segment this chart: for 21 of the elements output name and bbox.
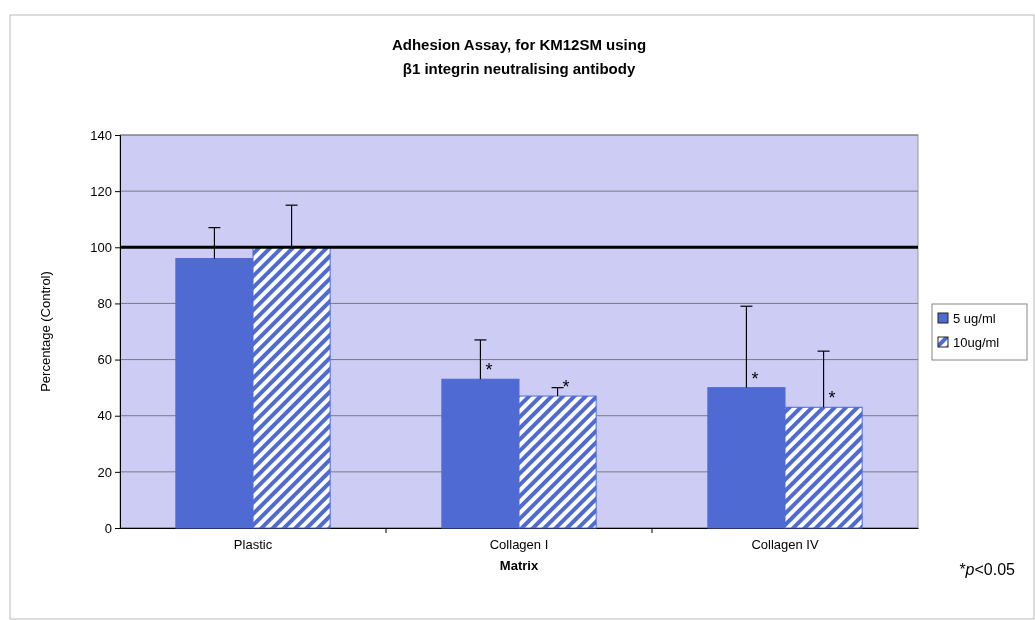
y-axis-title: Percentage (Control) [38, 271, 53, 392]
y-tick-label: 60 [97, 352, 112, 368]
chart-title: Adhesion Assay, for KM12SM using β1 integrin neutralising antibody [391, 36, 647, 77]
y-tick-label: 120 [90, 183, 112, 199]
x-axis-title: Matrix [499, 558, 539, 573]
text: *p<0.05 [959, 561, 1016, 578]
data-label: * [485, 360, 493, 381]
x-tick-label: Collagen IV [751, 537, 819, 553]
y-tick-label: 140 [90, 127, 112, 143]
y-tick-label: 80 [97, 296, 112, 312]
y-tick-label: 20 [97, 464, 112, 480]
y-tick-label: 40 [97, 408, 112, 424]
data-label: * [751, 368, 759, 389]
y-tick-label: 0 [104, 520, 112, 536]
y-tick-label: 100 [90, 239, 112, 255]
x-tick-label: Collagen I [489, 537, 549, 553]
x-tick-label: Plastic [233, 537, 273, 553]
data-label: * [828, 388, 836, 409]
legend-label: 5 ug/ml [953, 311, 996, 326]
legend-label: 10ug/ml [953, 335, 1000, 350]
data-label: * [562, 377, 570, 398]
